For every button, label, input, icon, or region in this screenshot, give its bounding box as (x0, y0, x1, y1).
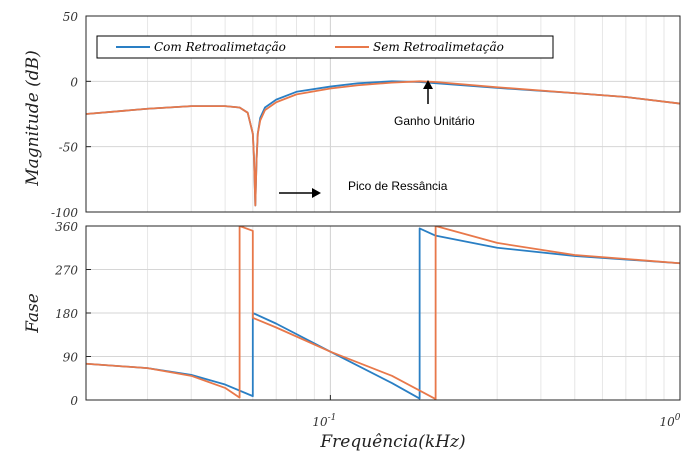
magnitude-y-tick-label: 50 (63, 10, 79, 24)
magnitude-axes-box (85, 15, 681, 213)
phase-series-sem (86, 226, 680, 400)
phase-y-tick-label: 90 (63, 351, 79, 365)
legend-label-sem: Sem Retroalimetação (373, 40, 504, 54)
annotation-unity-gain-arrowhead (423, 80, 433, 89)
legend-box (96, 35, 554, 59)
phase-y-axis-label: Fase (23, 293, 43, 334)
annotation-unity-gain-label: Ganho Unitário (394, 114, 475, 128)
phase-y-ticks: 360 270 180 90 0 (54, 220, 91, 408)
x-tick-exponent: -1 (328, 413, 337, 423)
phase-y-tick-label: 180 (55, 307, 78, 321)
annotation-resonance-label: Pico de Ressância (348, 179, 448, 193)
annotation-resonance-arrowhead (312, 188, 321, 198)
annotation-resonance-peak: Pico de Ressância (279, 179, 448, 198)
phase-lines (86, 226, 680, 400)
phase-panel: 360 270 180 90 0 10-1 100 Fase Frequência(kHz… (23, 220, 681, 452)
x-tick-label: 10-1 (312, 413, 336, 429)
phase-y-tick-label: 270 (54, 264, 78, 278)
magnitude-y-tick-label: -100 (51, 206, 78, 220)
magnitude-series-sem (86, 80, 680, 207)
phase-y-tick-label: 360 (55, 220, 78, 234)
phase-y-tick-label: 0 (70, 394, 78, 408)
legend: Com Retroalimetação Sem Retroalimetação (96, 35, 554, 59)
magnitude-y-tick-label: -50 (59, 141, 79, 155)
annotation-unity-gain: Ganho Unitário (394, 80, 475, 128)
magnitude-y-axis-label: Magnitude (dB) (23, 50, 43, 187)
x-axis-label: Frequência(kHz) (319, 432, 465, 452)
magnitude-panel: 50 0 -50 -100 Magnitude (dB) Com Retroalime… (23, 10, 681, 220)
magnitude-y-tick-label: 0 (70, 75, 78, 89)
legend-label-com: Com Retroalimetação (154, 40, 286, 54)
magnitude-lines (86, 80, 680, 207)
x-tick-exponent: 0 (675, 413, 681, 423)
x-tick-label: 100 (659, 413, 680, 429)
magnitude-y-ticks: 50 0 -50 -100 (51, 10, 91, 220)
